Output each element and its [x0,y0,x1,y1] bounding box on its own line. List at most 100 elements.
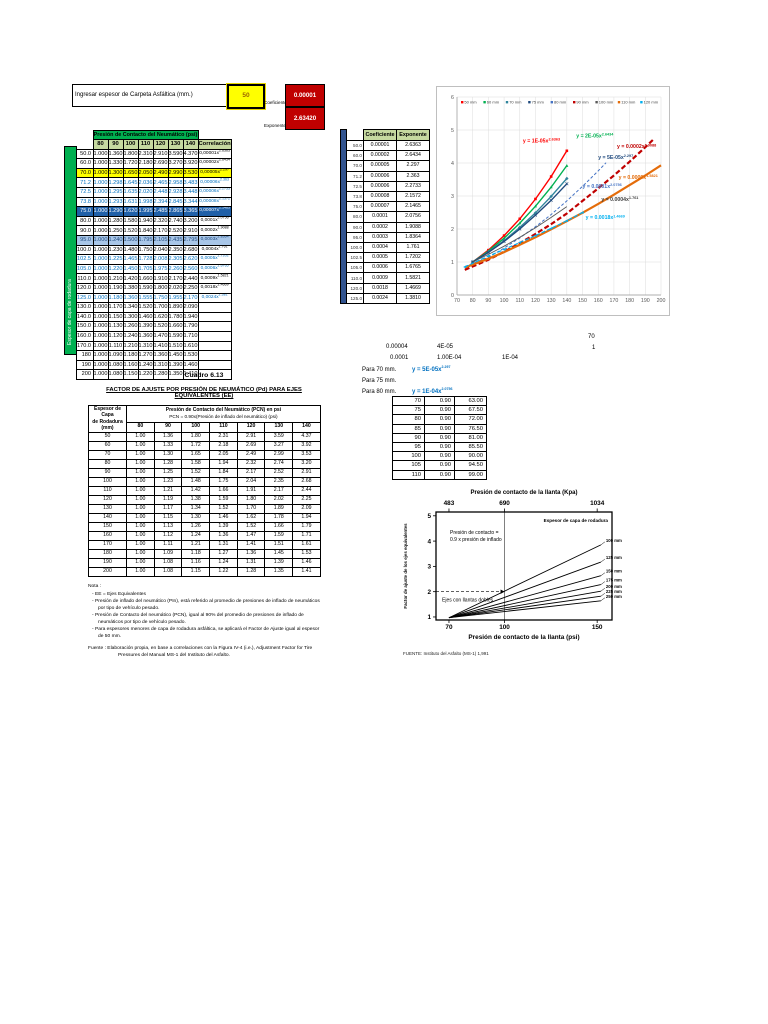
factor-value: 2.310 [137,148,154,160]
pcn-group-header: Presión de Contacto del Neumático (PCN) … [126,405,321,423]
factor-value: 1.310 [152,359,169,371]
pressure-col-header: 80 [92,139,109,150]
series-marker [463,265,467,269]
cuadro-cell: 1.30 [153,449,183,460]
espesor-line-label: 250 mm [606,594,622,599]
factor-value: 1.750 [137,244,154,256]
x-axis-tick-label: 180 [625,298,634,304]
cuadro-6-13: Cuadro 6.13 FACTOR DE AJUSTE POR PRESIÓN… [88,372,321,659]
factor-value: 1.555 [137,292,154,304]
nota-line: - Para espesores menores de capa de roda… [92,626,320,639]
coef-row: 70.0 0.00005 2.297 [341,160,430,172]
factor-value: 2.910 [182,225,199,237]
table-row: 72.5 1.000 1.295 1.635 2.020 2.448 2.928 3.448 0… [76,187,232,198]
cuadro-cell: 1.62 [236,512,266,523]
cuadro-cell: 1.35 [264,566,294,577]
cuadro-cell: 130 [88,503,127,514]
factor-value: 1.610 [182,340,199,352]
espesor-line-250-mm [448,600,601,619]
legend-label: 70 mm [509,100,522,105]
cuadro-cell: 190 [88,557,127,568]
trendline-equation: y = 0.0004x1.761 [601,196,638,203]
cuadro-cell: 2.05 [209,449,238,460]
coef-row-label: 102.5 [346,252,364,264]
factor-cell: 85.50 [454,441,487,453]
cuadro-cell: 50 [88,431,127,442]
factor-value: 1.000 [92,273,109,284]
y-axis-tick-label: 2 [427,589,431,596]
x-axis-tick-label: 150 [592,624,603,631]
factor-value: 1.750 [152,292,169,304]
cuadro-title: Cuadro 6.13 [184,372,224,379]
factor-value: 1.450 [167,350,184,361]
coef-row-label: 75.0 [346,201,364,213]
row-label: 125.0 [76,292,94,304]
cuadro-cell: 1.66 [264,521,294,532]
cuadro-cell: 1.00 [126,566,155,577]
factor-value: 1.510 [167,340,184,352]
correlation-exponent: 2.363 [219,177,229,181]
exp-value: 2.6363 [396,139,430,152]
cuadro-cell: 1.31 [209,539,238,550]
coeficiente-label: Coeficiente [264,100,287,105]
factor-value: 1.660 [167,321,184,332]
exp-value: 2.1465 [396,201,430,213]
trendline-equation: y = 0.0002x1.9088 [617,143,656,150]
thickness-input-cell[interactable]: 50 [226,83,266,110]
cuadro-cell: 2.35 [264,476,294,487]
cuadro-cell: 1.00 [126,557,155,568]
series-line-100-mm [472,206,568,263]
correlation-cell: 0,00008x2.1572 [197,196,232,208]
y-axis-title: Factor de ajuste de los ejes equivalente… [403,523,408,609]
row-label: 150.0 [76,321,94,332]
factor-value: 2.520 [167,225,184,237]
cuadro-cell: 1.23 [153,476,183,487]
exp-value: 2.6434 [396,150,430,162]
coef-row-label: 70.0 [346,160,364,172]
correlation-exponent: 2.6434 [218,158,230,162]
exp-value: 1.8364 [396,231,430,243]
espesor-line-leader [600,593,606,597]
coef-row: 60.0 0.00002 2.6434 [341,150,430,162]
factor-value: 1.940 [137,215,154,227]
corner-blank [77,140,94,150]
corner-blank [198,131,231,140]
factor-row: 100 0.90 90.00 [392,451,487,462]
factor-value: 1.460 [137,311,154,323]
coef-row: 73.8 0.00008 2.1572 [341,190,430,203]
trendline-equation: y = 0.0009x1.5821 [619,174,658,181]
top-axis-tick-label: 483 [444,500,455,507]
factor-value: 3.200 [182,215,199,227]
espesor-line-leader [600,597,606,601]
input-label: Ingresar espesor de Carpeta Asfáltica (m… [72,84,228,107]
coef-value: 0.0002 [363,221,397,233]
table-row: 73.8 1.000 1.293 1.631 1.998 2.394 2.845 3.344 0… [76,196,232,208]
cuadro-cell: 170 [88,539,127,550]
factor-cell: 94.50 [454,460,487,471]
row-label: 95.0 [76,235,94,246]
series-marker [486,254,490,258]
cuadro-cell: 2.74 [264,458,294,469]
note-eq-70-sup: 2.297 [441,365,451,369]
cuadro-cell: 90 [88,467,127,478]
trendline-equation: y = 0.0001x2.0756 [583,183,622,190]
factor-value: 1.260 [122,321,139,332]
factor-value: 1.300 [107,167,124,179]
coef-header: Exponente [396,129,430,141]
cuadro-cell: 1.00 [126,503,155,514]
factor-row: 75 0.90 67.50 [392,405,487,416]
factor-value: 1.000 [92,254,109,265]
factor-cell: 76.50 [454,423,487,434]
factor-value: 1.190 [107,283,124,294]
note-para-75: Para 75 mm. [362,378,397,384]
exp-value: 1.9088 [396,221,430,233]
cuadro-row: 110 1.00 1.21 1.42 1.66 1.91 2.17 2.44 [88,485,321,496]
factor-value: 1.590 [137,283,154,294]
factor-value: 1.170 [107,302,124,313]
factor-value: 1.300 [122,311,139,323]
coef-row-label: 105.0 [346,262,364,274]
pressure-col-header: 130 [167,139,184,150]
series-marker [534,197,537,201]
cuadro-cell: 1.00 [126,512,155,523]
cuadro-cell: 2.91 [292,467,321,478]
